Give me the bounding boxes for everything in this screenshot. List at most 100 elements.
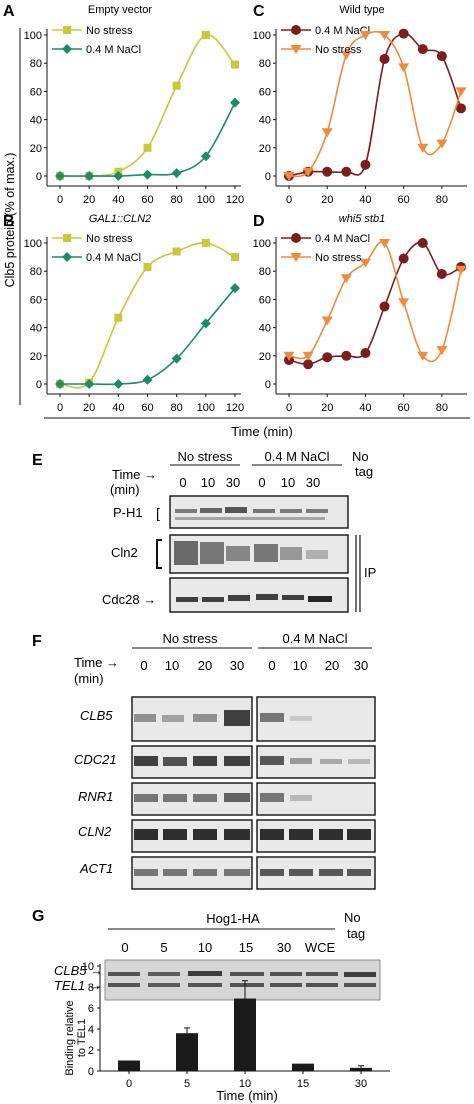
blot-f-time-label: Time → xyxy=(74,655,119,670)
panel-a-series-1-point xyxy=(171,168,182,179)
panel-a-series-0-point xyxy=(143,143,152,152)
panel-a-y-tick-label: 60 xyxy=(30,86,42,98)
panel-a-series-1-point xyxy=(200,151,211,162)
blot-g-lane-10: 10 xyxy=(198,940,212,955)
panel-b-legend-label-1: 0.4 M NaCl xyxy=(86,252,141,264)
panel-a-legend-label-0: No stress xyxy=(86,25,133,37)
panel-c-series-1-point xyxy=(455,87,467,97)
panel-a-chart: A Empty vector 0 20 40 60 80 100 0 20 40 60 80 100 1… xyxy=(3,3,244,206)
panel-d-y-tick-label: 0 xyxy=(265,379,271,391)
panel-b-series-1-point xyxy=(113,379,124,389)
panel-b-series-1-point xyxy=(142,374,153,385)
panel-c-series-0-point xyxy=(417,44,428,55)
panel-d-series-1-point xyxy=(417,351,429,361)
x-axis-title: Time (min) xyxy=(231,424,293,439)
panel-c-x-tick-label: 40 xyxy=(359,194,371,206)
panel-d-y-tick-label: 60 xyxy=(259,294,271,306)
panel-c-series-1-point xyxy=(340,50,352,60)
blot-f-gene-cln2: CLN2 xyxy=(78,824,112,839)
panel-d-title: whi5 stb1 xyxy=(339,213,385,225)
panel-c-y-tick-label: 100 xyxy=(253,30,271,42)
panel-c-y-tick-label: 20 xyxy=(259,143,271,155)
blot-f-group-no-stress: No stress xyxy=(163,631,218,646)
panel-c-series-1-point xyxy=(417,143,429,153)
panel-b-y-tick-label: 100 xyxy=(24,238,42,250)
panel-g-x-tick-label: 10 xyxy=(239,1078,251,1090)
panel-d-x-tick-label: 40 xyxy=(359,402,371,414)
panel-b-series-0-point xyxy=(114,313,123,322)
panel-g-y-tick-label: 8 xyxy=(88,982,94,994)
panel-b-letter: B xyxy=(3,213,15,230)
panel-g-x-tick-label: 15 xyxy=(297,1078,309,1090)
panel-d-series-0-line xyxy=(288,241,462,366)
panel-c-x-tick-label: 0 xyxy=(286,194,292,206)
blot-f-time-2: 20 xyxy=(198,658,212,673)
panel-b-y-tick-label: 80 xyxy=(30,266,42,278)
panel-a-y-tick-label: 20 xyxy=(30,143,42,155)
blot-f-time-1: 10 xyxy=(165,658,179,673)
panel-c-y-tick-label: 40 xyxy=(259,115,271,127)
panel-b-legend-marker-1 xyxy=(62,252,72,262)
panel-d-series-1-point xyxy=(379,239,391,248)
panel-c-x-tick-label: 60 xyxy=(398,194,410,206)
panel-d-series-1-point xyxy=(302,351,314,361)
panel-d-chart: D whi5 stb1 0 20 40 60 80 100 0 20 40 60 80 0.4 M N… xyxy=(253,213,467,414)
blot-e-row-cln2: Cln2 xyxy=(111,545,138,560)
panel-b-x-tick-label: 0 xyxy=(57,402,63,414)
panel-a-y-tick-label: 80 xyxy=(30,58,42,70)
panel-a-series-1-point xyxy=(113,171,124,181)
panel-c-series-1-point xyxy=(398,63,410,73)
panel-a-series-1-point xyxy=(84,171,95,181)
panel-a-legend-marker-0 xyxy=(63,26,71,34)
blot-e-ip-label: IP xyxy=(364,565,376,580)
panel-a-series-0-point xyxy=(201,31,210,39)
panel-c-legend-marker-0 xyxy=(291,25,301,35)
blot-e-cln2-bracket xyxy=(156,539,162,569)
blot-e-no-tag-line1: No xyxy=(352,449,369,464)
blot-g-chart-ylabel-1: Binding relative xyxy=(64,1000,76,1075)
panel-d-x-tick-label: 20 xyxy=(321,402,333,414)
blot-g-no-tag-line1: No xyxy=(344,910,361,925)
blot-g-lane-0: 0 xyxy=(121,940,128,955)
panel-g-bar xyxy=(234,998,256,1071)
panel-c-series-1-line xyxy=(288,30,462,178)
blot-e-time-0: 0 xyxy=(179,475,186,490)
panel-b-y-tick-label: 20 xyxy=(30,351,42,363)
blot-e-time-2: 30 xyxy=(226,475,240,490)
panel-a-series-1-point xyxy=(55,171,65,181)
panel-d-series-0-point xyxy=(436,269,447,280)
panel-d-legend-label-0: 0.4 M NaCl xyxy=(315,233,370,245)
panel-g-bar xyxy=(118,1060,140,1071)
panel-c-y-tick-label: 0 xyxy=(265,171,271,183)
panel-d-x-tick-label: 80 xyxy=(436,402,448,414)
panel-b-y-tick-label: 40 xyxy=(30,323,42,335)
panel-b-x-tick-label: 60 xyxy=(141,402,153,414)
panel-d-y-tick-label: 20 xyxy=(259,351,271,363)
panel-a-y-tick-label: 40 xyxy=(30,115,42,127)
panel-g-x-tick-label: 5 xyxy=(184,1078,190,1090)
panel-a-x-tick-label: 20 xyxy=(83,194,95,206)
panel-b-x-tick-label: 40 xyxy=(112,402,124,414)
panel-c-series-0-point xyxy=(436,51,447,62)
panel-g-bar xyxy=(176,1033,198,1071)
panel-g-x-tick-label: 30 xyxy=(355,1078,367,1090)
blot-f-group-nacl: 0.4 M NaCl xyxy=(282,631,347,646)
panel-d-legend-marker-1 xyxy=(290,253,302,262)
blot-e-time-1: 10 xyxy=(201,475,215,490)
panel-d-x-tick-label: 60 xyxy=(398,402,410,414)
panel-d-x-tick-label: 0 xyxy=(286,402,292,414)
panel-b-series-0-point xyxy=(231,253,239,262)
panel-d-legend-label-1: No stress xyxy=(315,252,362,264)
panel-d-series-0-point xyxy=(303,359,314,370)
panel-c-series-1-point xyxy=(321,128,333,138)
blot-e-time-5: 30 xyxy=(306,475,320,490)
panel-a-series-0-point xyxy=(231,60,239,69)
panel-a-title: Empty vector xyxy=(88,4,153,16)
panel-d-y-tick-label: 40 xyxy=(259,323,271,335)
blot-e-row-ph1: P-H1 xyxy=(113,505,143,520)
panel-c-series-1-point xyxy=(359,31,371,40)
panel-a-x-tick-label: 120 xyxy=(226,194,244,206)
panel-g-bar xyxy=(292,1063,314,1071)
blot-g: G Hog1-HA No tag 0 5 10 15 30 WCE CLB5 →… xyxy=(32,908,390,1103)
